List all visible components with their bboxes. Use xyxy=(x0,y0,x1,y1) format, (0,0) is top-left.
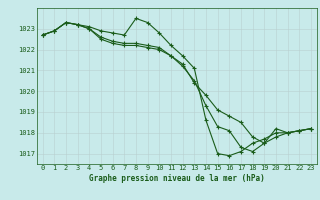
X-axis label: Graphe pression niveau de la mer (hPa): Graphe pression niveau de la mer (hPa) xyxy=(89,174,265,183)
